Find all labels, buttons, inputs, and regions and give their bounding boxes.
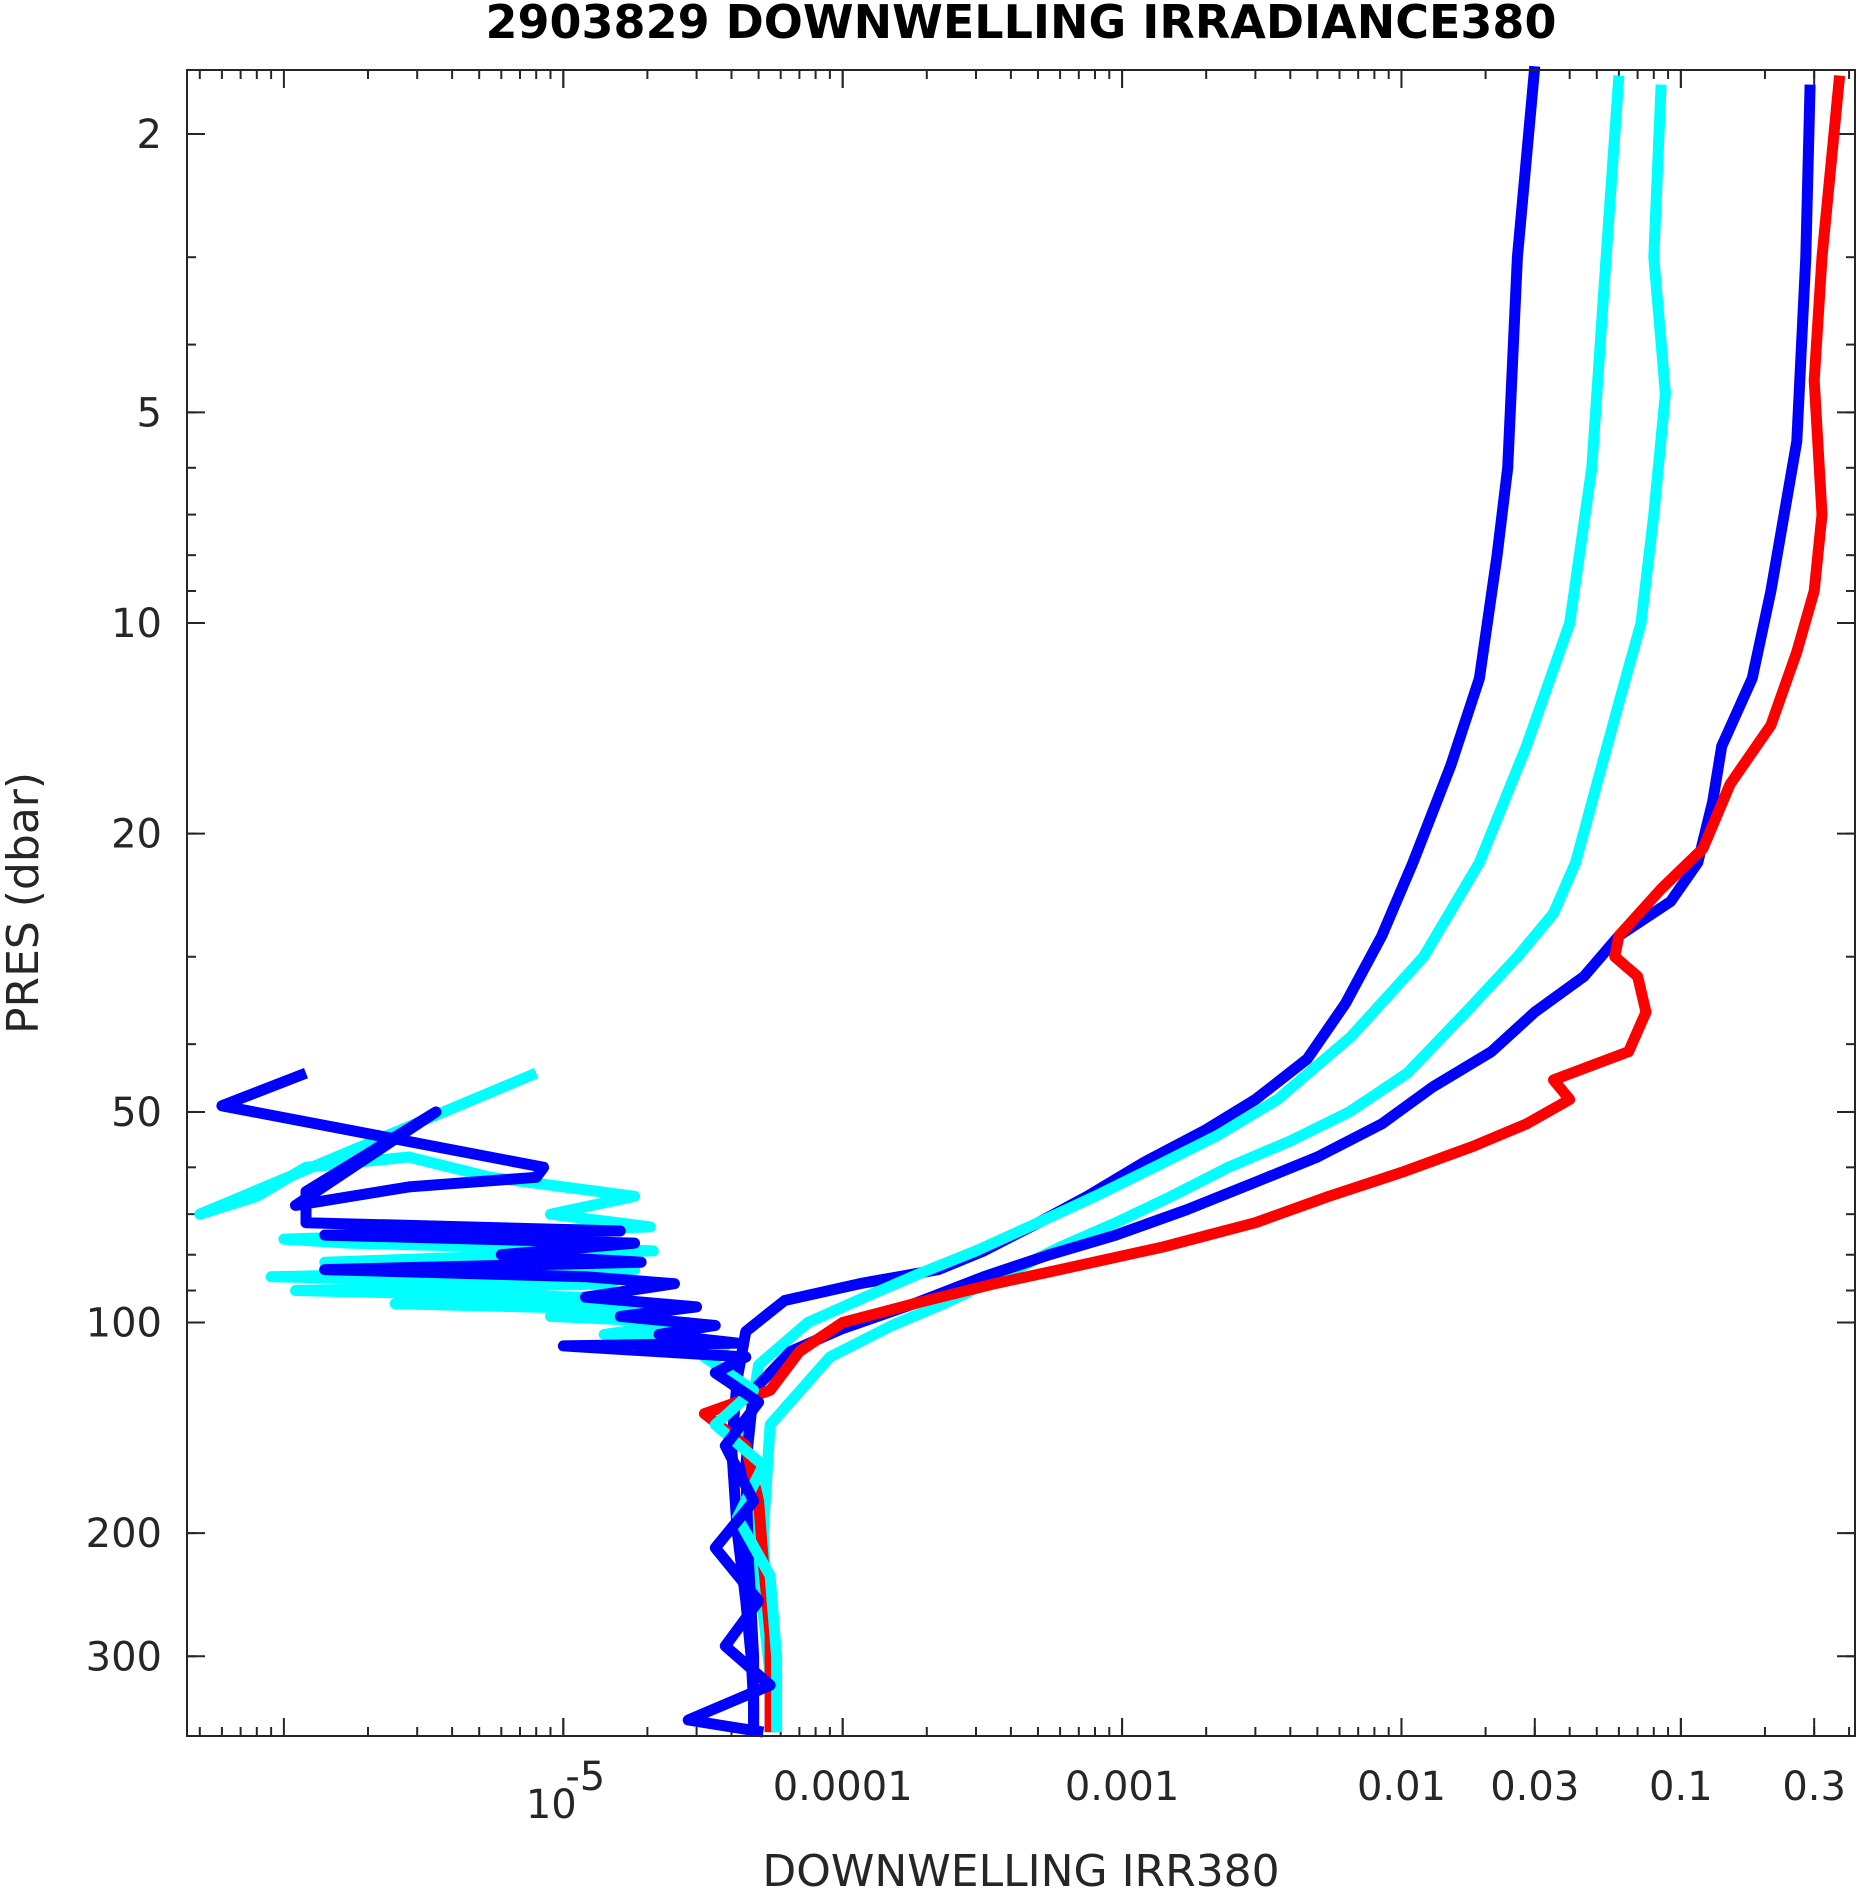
tick-labels: 10-5 0.0001 0.001 0.01 0.03 0.1 0.325102050100… (86, 112, 1846, 1828)
y-tick-label: 100 (86, 1301, 162, 1347)
series-line-4 (740, 84, 1816, 1733)
y-tick-label: 10 (111, 601, 162, 647)
y-tick-label: 2 (137, 112, 162, 158)
series-line-3 (757, 84, 1671, 1733)
x-tick-label: 0.01 (1357, 1764, 1446, 1810)
series-line-5 (698, 75, 1846, 1733)
x-tick-label: 10 (526, 1782, 577, 1828)
y-tick-label: 200 (86, 1511, 162, 1557)
x-axis-label: DOWNWELLING IRR380 (762, 1846, 1279, 1896)
y-tick-label: 20 (111, 812, 162, 858)
x-tick-label: 0.0001 (773, 1764, 913, 1810)
axis-ticks (187, 70, 1855, 1736)
series-line-2 (740, 75, 1625, 1733)
series-line-6 (194, 1068, 783, 1733)
series-line-7 (216, 1067, 776, 1738)
chart-title: 2903829 DOWNWELLING IRRADIANCE380 (486, 0, 1557, 49)
axes-box (186, 69, 1856, 1737)
y-tick-label: 50 (111, 1090, 162, 1136)
x-tick-label: 0.3 (1782, 1764, 1846, 1810)
x-tick-label: 0.1 (1649, 1764, 1713, 1810)
x-tick-label: 0.03 (1490, 1764, 1579, 1810)
y-axis-label: PRES (dbar) (0, 772, 49, 1034)
series-line-1 (726, 65, 1541, 1733)
x-tick-label: 0.001 (1065, 1764, 1180, 1810)
x-tick-label-exponent: -5 (565, 1754, 605, 1800)
y-tick-label: 300 (86, 1634, 162, 1680)
y-tick-label: 5 (137, 390, 162, 436)
data-series (194, 65, 1846, 1738)
